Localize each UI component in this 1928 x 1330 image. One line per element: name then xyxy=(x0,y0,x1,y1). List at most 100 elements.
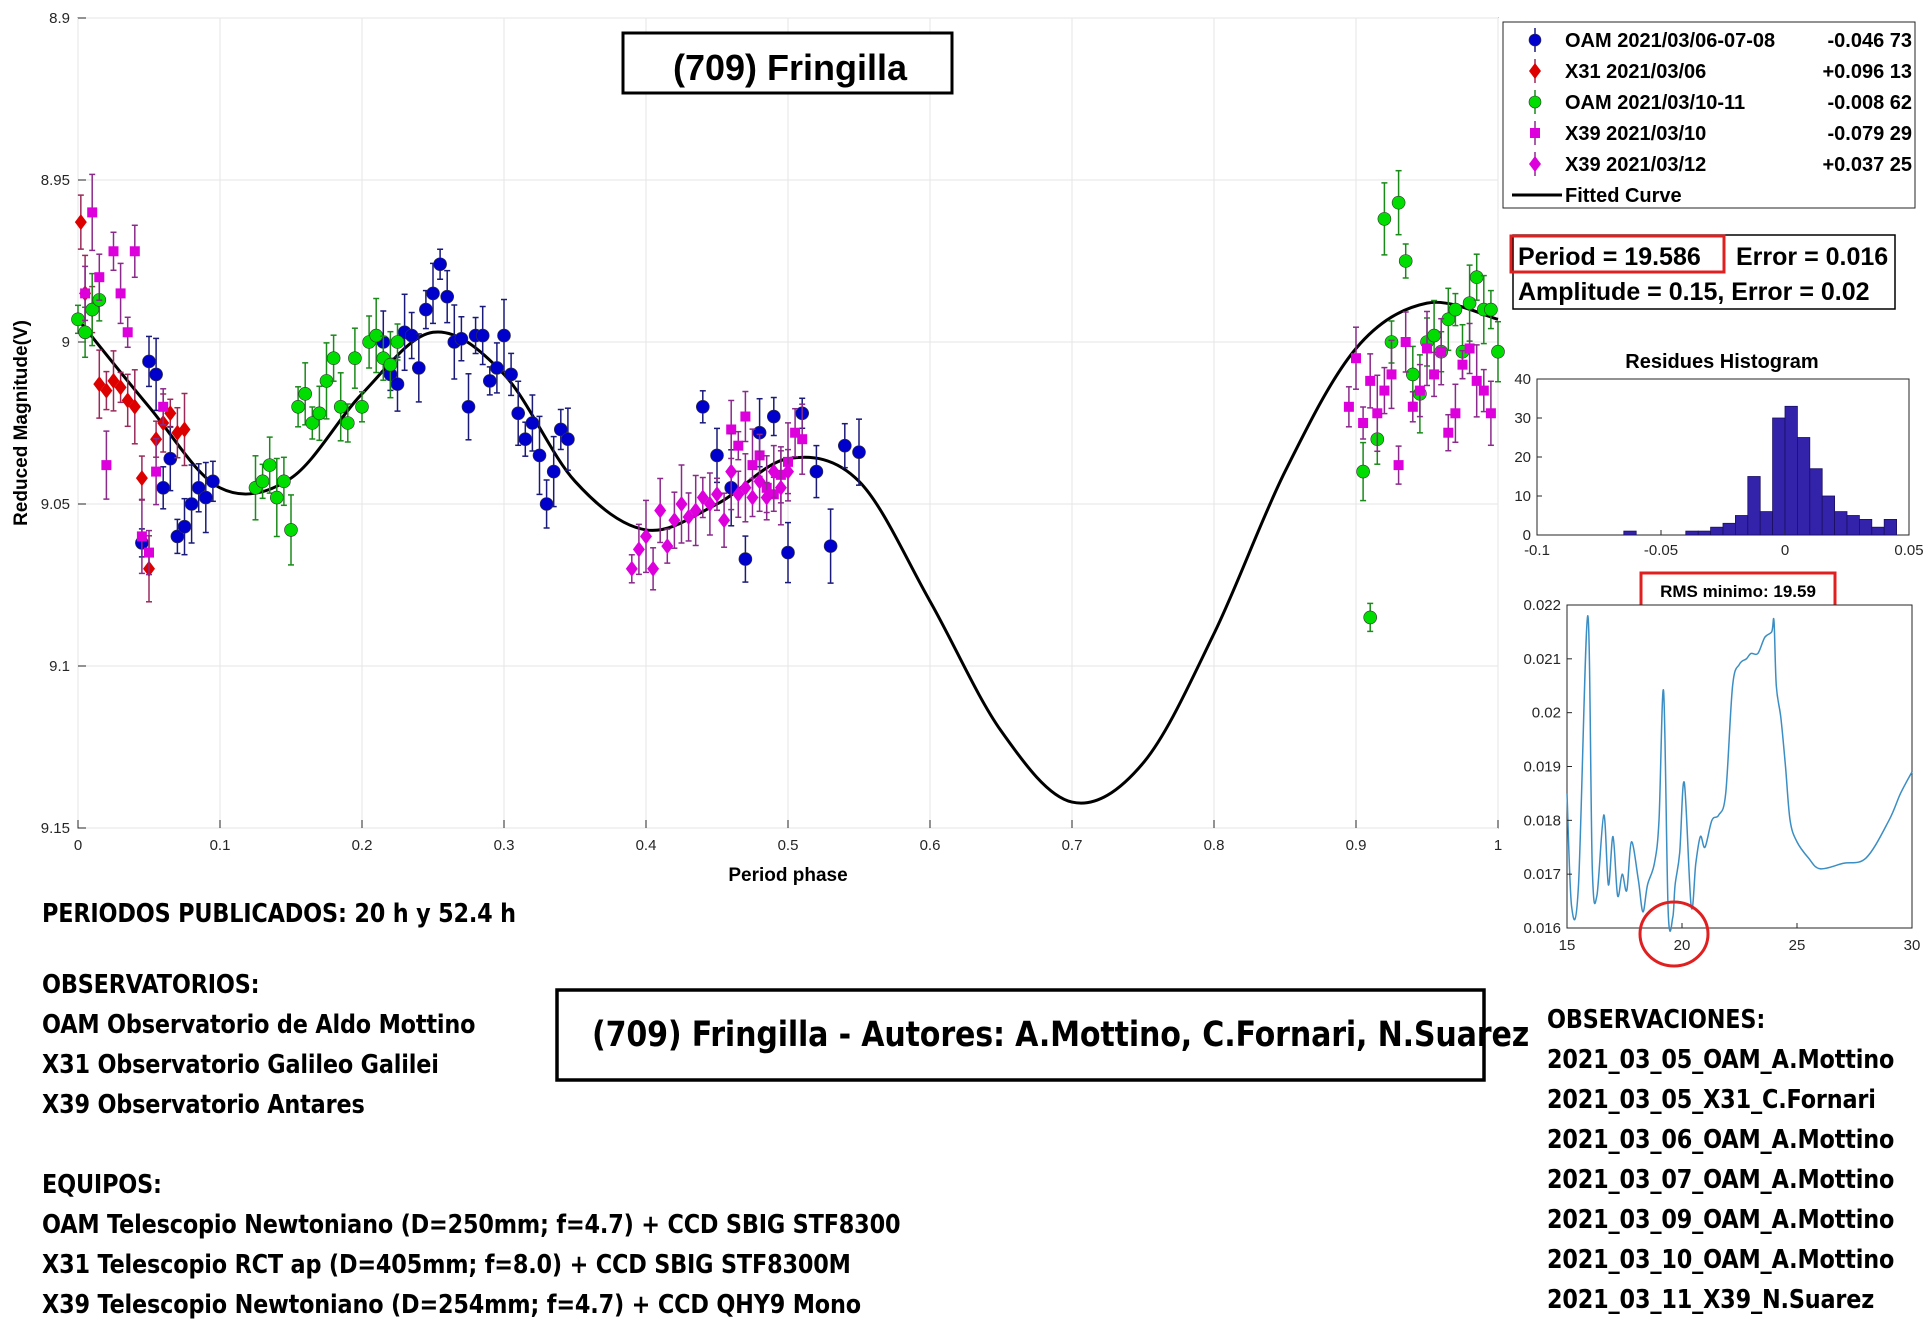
data-point xyxy=(647,560,660,577)
rms-label: RMS minimo: 19.59 xyxy=(1660,582,1816,601)
data-point xyxy=(1406,367,1420,382)
data-point xyxy=(100,382,113,399)
x-tick-label: 0.9 xyxy=(1346,837,1367,854)
rms-x-tick-label: 30 xyxy=(1904,937,1921,954)
data-point xyxy=(1343,401,1354,412)
x-tick-label: 0.2 xyxy=(352,837,373,854)
authors-text: (709) Fringilla - Autores: A.Mottino, C.… xyxy=(592,1015,1530,1055)
data-point xyxy=(760,489,773,506)
data-point xyxy=(1457,359,1468,370)
observations-title: OBSERVACIONES: xyxy=(1547,1005,1766,1035)
histogram-bar xyxy=(1710,526,1724,536)
data-point xyxy=(178,421,191,438)
data-point xyxy=(518,432,533,447)
y-tick-label: 8.95 xyxy=(41,172,70,189)
residues-histogram: -0.1 -0.05 0 0.05 0 10 20 30 40 xyxy=(1514,371,1923,559)
data-point xyxy=(490,361,504,375)
rms-y-tick-label: 0.016 xyxy=(1523,920,1561,937)
data-point xyxy=(184,497,199,511)
data-point xyxy=(149,367,163,382)
rms-y-tick-label: 0.02 xyxy=(1532,705,1561,722)
data-point xyxy=(1429,369,1440,380)
x-tick-label: 0.4 xyxy=(636,837,657,854)
data-point xyxy=(156,480,170,495)
data-point xyxy=(1358,418,1369,428)
published-periods: PERIODOS PUBLICADOS: 20 h y 52.4 h xyxy=(42,899,516,929)
histogram-bar xyxy=(1759,511,1773,536)
data-point xyxy=(1462,296,1477,310)
data-point xyxy=(654,502,667,519)
data-point xyxy=(733,440,744,451)
series-1 xyxy=(74,194,191,603)
equipment-oam: OAM Telescopio Newtoniano (D=250mm; f=4.… xyxy=(42,1210,901,1240)
data-point xyxy=(1450,408,1461,419)
x-tick-label: 0 xyxy=(74,837,82,854)
y-tick-label: 9.05 xyxy=(41,496,70,513)
data-point xyxy=(262,458,277,472)
histogram-bar xyxy=(1846,515,1860,536)
equipment-x39: X39 Telescopio Newtoniano (D=254mm; f=4.… xyxy=(42,1290,861,1320)
data-point xyxy=(433,257,447,272)
legend-marker-icon xyxy=(1528,33,1542,47)
data-point xyxy=(753,473,766,490)
legend-label: X39 2021/03/10 xyxy=(1565,123,1706,145)
data-point xyxy=(718,512,731,529)
rms-y-tick-label: 0.017 xyxy=(1523,866,1561,883)
histogram-bar xyxy=(1821,495,1835,536)
observation-4: 2021_03_07_OAM_A.Mottino xyxy=(1547,1165,1895,1195)
histogram-bar xyxy=(1697,530,1711,536)
data-point xyxy=(291,399,305,414)
data-point xyxy=(782,463,794,480)
data-point xyxy=(1485,408,1496,419)
rms-y-tick-label: 0.021 xyxy=(1523,651,1561,668)
data-point xyxy=(269,490,284,505)
histogram-bar xyxy=(1809,468,1823,536)
data-point xyxy=(1356,464,1370,479)
data-point xyxy=(726,424,737,435)
legend-label: Fitted Curve xyxy=(1565,185,1682,207)
data-point xyxy=(151,466,162,477)
data-point xyxy=(774,479,787,496)
histogram-bar xyxy=(1722,522,1736,536)
data-point xyxy=(1436,346,1447,357)
data-point xyxy=(383,357,398,372)
legend-offset: +0.037 25 xyxy=(1822,154,1912,176)
title-box xyxy=(621,31,954,95)
data-point xyxy=(1443,427,1454,438)
data-point xyxy=(340,416,355,430)
data-point xyxy=(837,438,852,453)
histogram-bar xyxy=(1871,526,1885,536)
rms-y-tick-label: 0.018 xyxy=(1523,812,1561,829)
hist-y-tick-label: 30 xyxy=(1514,410,1531,427)
data-point xyxy=(1407,401,1418,412)
data-point xyxy=(640,528,652,545)
data-point xyxy=(404,328,419,343)
data-point xyxy=(255,474,270,489)
fitted-curve xyxy=(76,300,1499,805)
data-point xyxy=(695,399,710,414)
data-point xyxy=(355,399,369,414)
observation-2: 2021_03_05_X31_C.Fornari xyxy=(1547,1085,1876,1115)
data-point xyxy=(1391,195,1406,210)
legend-label: X39 2021/03/12 xyxy=(1565,154,1706,176)
data-point xyxy=(348,351,362,366)
data-point xyxy=(703,496,716,512)
histogram-bar xyxy=(1747,476,1761,536)
hist-y-tick-label: 20 xyxy=(1514,449,1531,466)
x-tick-label: 1 xyxy=(1494,837,1502,854)
data-point xyxy=(1478,385,1489,396)
amplitude-text: Amplitude = 0.15, Error = 0.02 xyxy=(1518,278,1870,306)
hist-y-tick-label: 0 xyxy=(1523,527,1531,544)
data-point xyxy=(1464,343,1475,354)
data-point xyxy=(163,451,178,466)
data-point xyxy=(561,432,575,447)
data-point xyxy=(135,470,148,487)
data-point xyxy=(711,486,723,503)
data-point xyxy=(71,312,85,327)
histogram-bar xyxy=(1883,519,1897,536)
data-point xyxy=(497,328,511,343)
data-point xyxy=(158,401,169,412)
rms-label-box xyxy=(1639,571,1837,609)
data-point xyxy=(739,479,752,496)
data-point xyxy=(1422,343,1432,354)
